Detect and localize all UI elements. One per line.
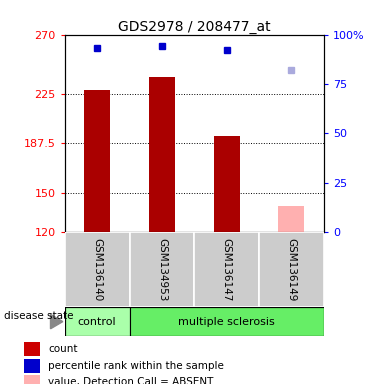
Bar <box>130 307 324 336</box>
Text: GSM136140: GSM136140 <box>92 238 102 301</box>
Bar <box>279 206 305 232</box>
Text: control: control <box>78 316 117 327</box>
Bar <box>259 232 324 307</box>
Bar <box>149 77 175 232</box>
Text: GSM136147: GSM136147 <box>222 238 232 302</box>
Bar <box>130 232 194 307</box>
Bar <box>65 307 130 336</box>
Text: value, Detection Call = ABSENT: value, Detection Call = ABSENT <box>48 377 214 384</box>
Text: percentile rank within the sample: percentile rank within the sample <box>48 361 224 371</box>
Bar <box>24 359 40 373</box>
Text: GSM136149: GSM136149 <box>286 238 296 302</box>
Title: GDS2978 / 208477_at: GDS2978 / 208477_at <box>118 20 270 33</box>
Text: disease state: disease state <box>4 311 73 321</box>
Polygon shape <box>50 314 63 329</box>
Text: GSM134953: GSM134953 <box>157 238 167 302</box>
Bar <box>24 342 40 356</box>
Bar <box>194 232 259 307</box>
Text: count: count <box>48 344 78 354</box>
Bar <box>24 375 40 384</box>
Bar <box>65 232 130 307</box>
Text: multiple sclerosis: multiple sclerosis <box>178 316 275 327</box>
Bar <box>214 136 240 232</box>
Bar <box>84 90 110 232</box>
